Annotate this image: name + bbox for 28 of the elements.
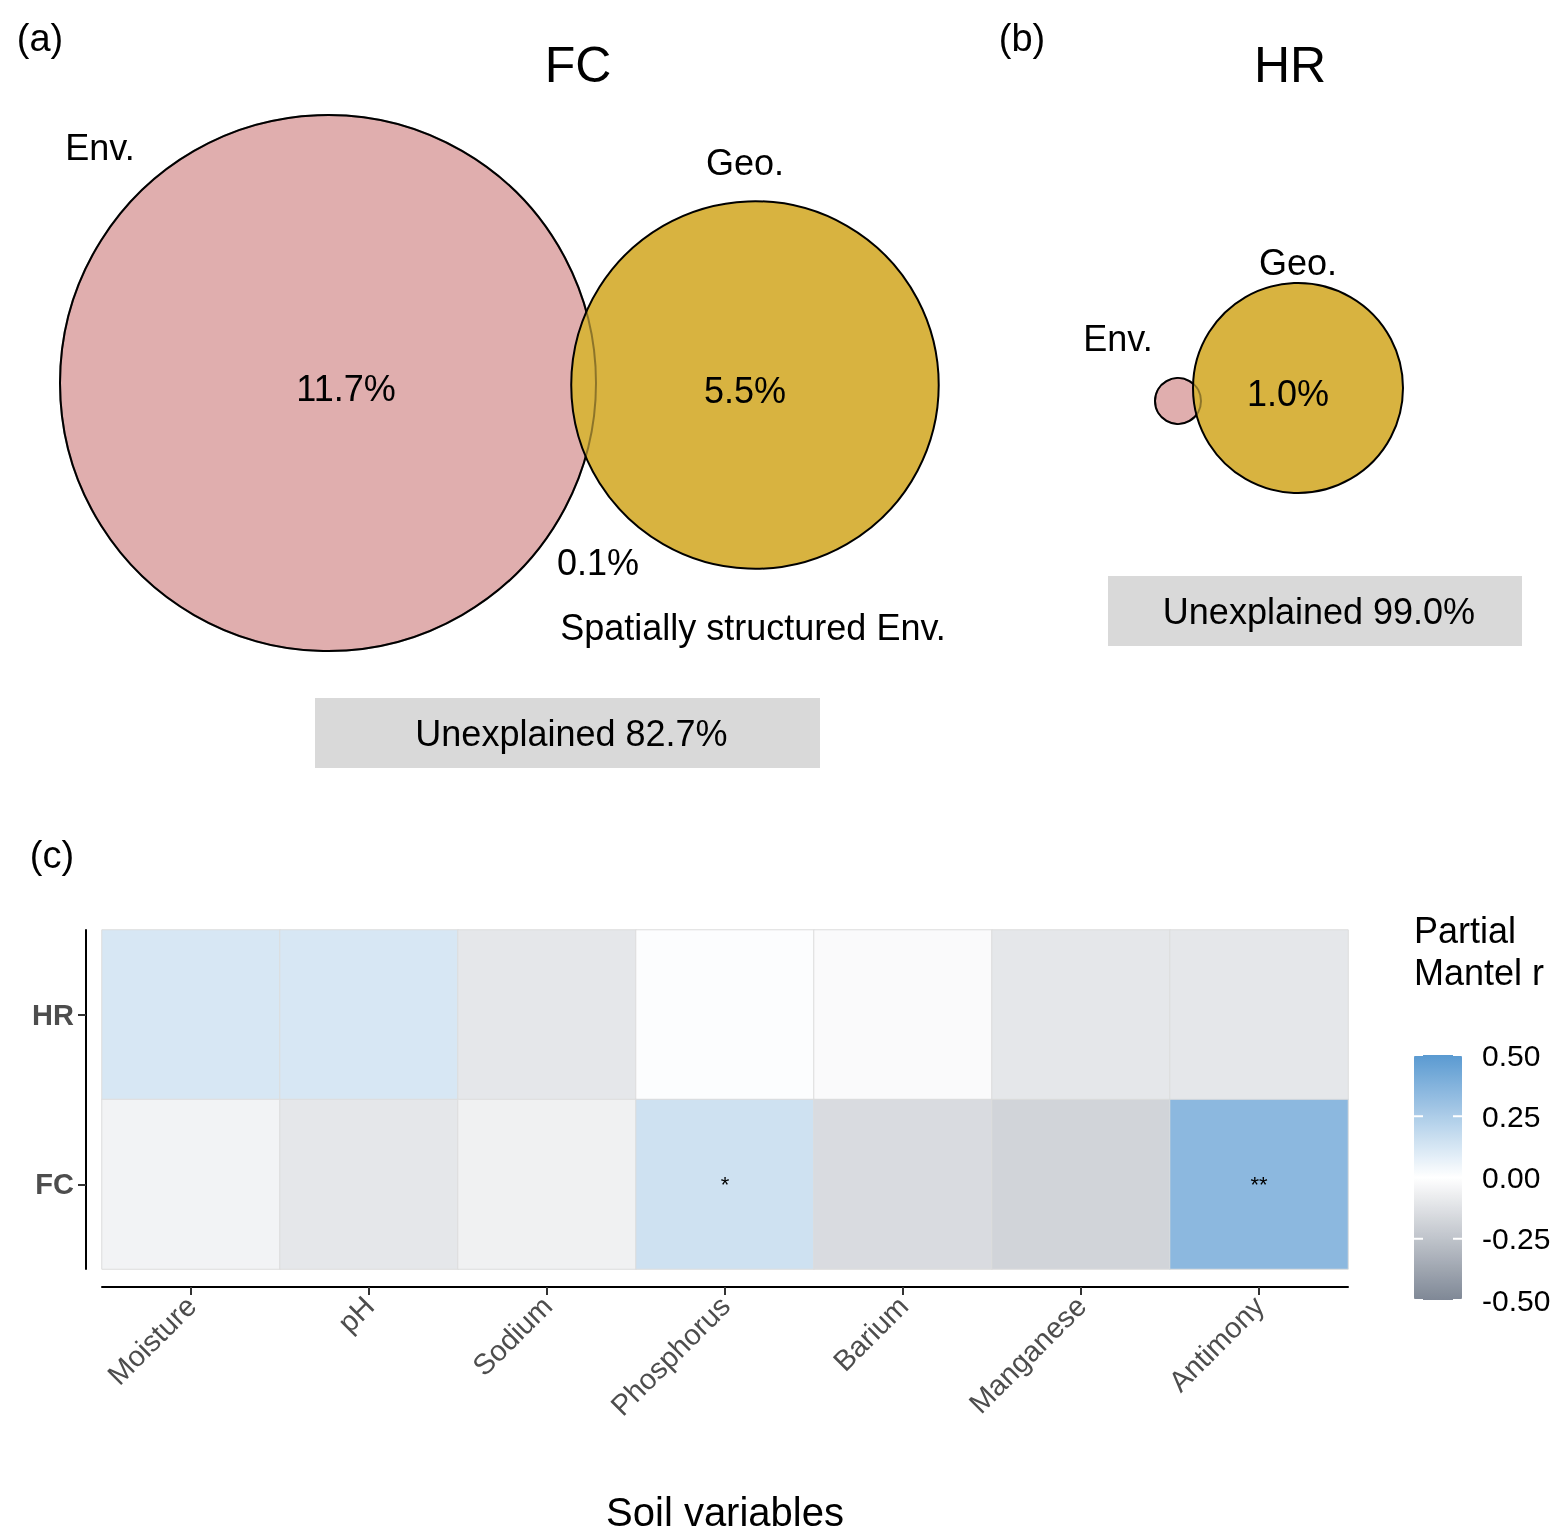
data-label: 99.0%: [1373, 590, 1476, 632]
x-axis-title: Soil variables: [606, 1490, 844, 1533]
color-bar-label: -0.50: [1482, 1283, 1551, 1317]
category-label: Env.: [65, 126, 135, 168]
text: (a): [16, 17, 64, 59]
category-label: Geo.: [1258, 241, 1338, 283]
category-label: Geo.: [705, 141, 785, 183]
x-tick-label: pH: [331, 1289, 381, 1339]
text: HR: [1253, 37, 1327, 93]
data-label: 5.5%: [703, 369, 786, 411]
data-label: 1.0%: [1246, 372, 1330, 414]
category-label: Spatially structured Env.: [560, 606, 946, 648]
data-label: 0.1%: [556, 541, 640, 583]
color-bar-label: 0.50: [1482, 1038, 1541, 1072]
color-bar-title: Partial Mantel r: [1414, 909, 1545, 993]
data-label: 82.7%: [625, 712, 728, 754]
category-label: Unexplained: [415, 712, 616, 754]
text: FC: [544, 37, 612, 93]
category-label: Unexplained: [1162, 590, 1363, 632]
chart-title: (c): [29, 834, 75, 876]
color-bar-label: 0.25: [1482, 1099, 1541, 1133]
data-label: **: [1250, 1171, 1268, 1197]
color-bar-label: -0.25: [1482, 1222, 1551, 1256]
category-label: Env.: [1083, 317, 1153, 359]
color-bar-label: 0.00: [1482, 1161, 1541, 1194]
text: (b): [998, 17, 1046, 59]
data-label: 11.7%: [296, 367, 396, 409]
data-label: *: [720, 1171, 730, 1197]
